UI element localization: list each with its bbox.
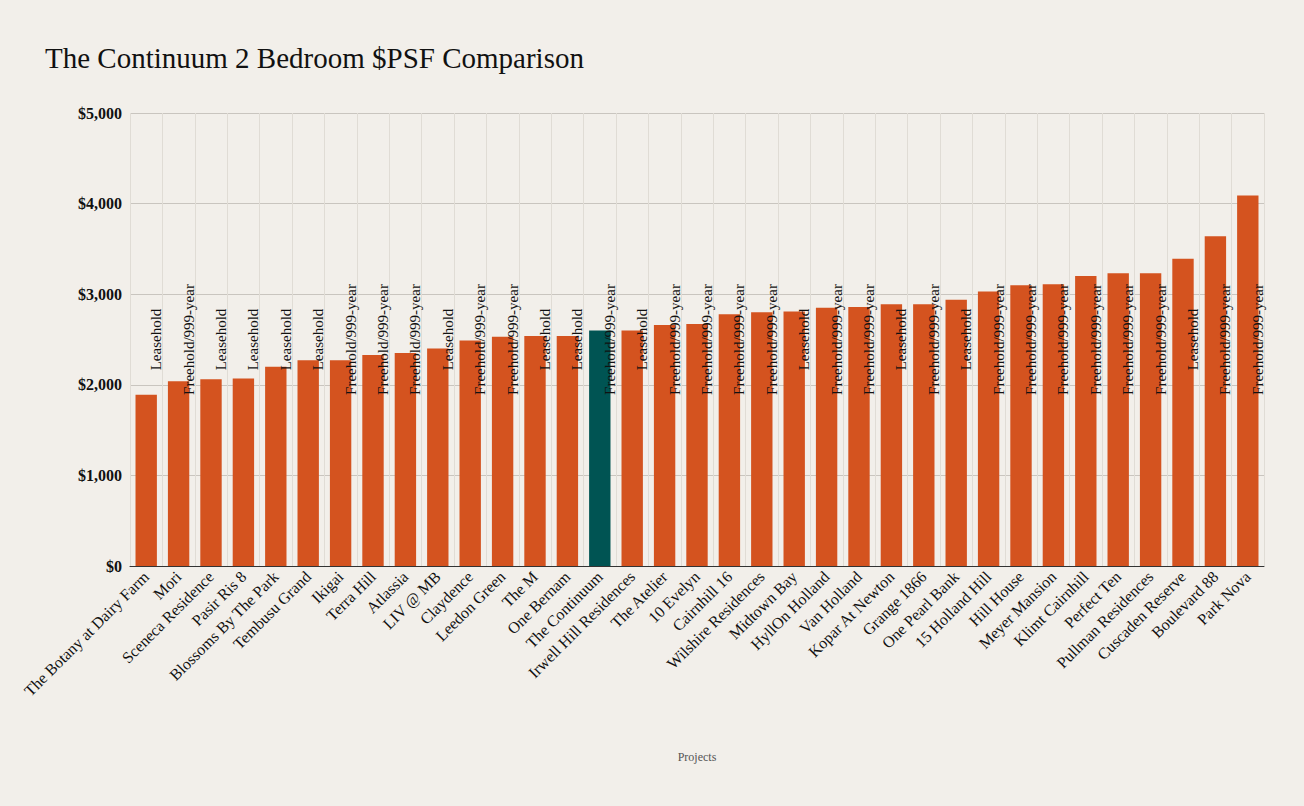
svg-text:Leasehold: Leasehold (569, 308, 585, 370)
svg-text:Freehold/999-year: Freehold/999-year (1250, 284, 1266, 395)
svg-text:Leasehold: Leasehold (537, 308, 553, 370)
svg-text:The Atelier: The Atelier (607, 568, 671, 632)
svg-text:Freehold/999-year: Freehold/999-year (505, 284, 521, 395)
svg-text:$5,000: $5,000 (78, 105, 122, 122)
svg-text:Freehold/999-year: Freehold/999-year (407, 284, 423, 395)
svg-text:Ikigai: Ikigai (308, 568, 347, 607)
svg-text:Freehold/999-year: Freehold/999-year (1055, 284, 1071, 395)
svg-text:Leasehold: Leasehold (634, 308, 650, 370)
svg-text:Leasehold: Leasehold (245, 308, 261, 370)
svg-text:The Continuum 2 Bedroom $PSF C: The Continuum 2 Bedroom $PSF Comparison (45, 42, 584, 74)
svg-text:Freehold/999-year: Freehold/999-year (1023, 284, 1039, 395)
svg-text:Freehold/999-year: Freehold/999-year (375, 284, 391, 395)
svg-text:Grange 1866: Grange 1866 (859, 568, 930, 639)
svg-text:Freehold/999-year: Freehold/999-year (1153, 284, 1169, 395)
svg-text:Tembusu Grand: Tembusu Grand (230, 568, 314, 652)
svg-text:LIV @ MB: LIV @ MB (379, 568, 444, 633)
svg-text:Wilshire Residences: Wilshire Residences (663, 568, 768, 673)
svg-text:The Continuum: The Continuum (522, 568, 606, 652)
svg-text:Leasehold: Leasehold (148, 308, 164, 370)
svg-text:Freehold/999-year: Freehold/999-year (667, 284, 683, 395)
svg-text:Freehold/999-year: Freehold/999-year (472, 284, 488, 395)
svg-text:Freehold/999-year: Freehold/999-year (699, 284, 715, 395)
svg-text:Leasehold: Leasehold (958, 308, 974, 370)
svg-text:$0: $0 (106, 558, 122, 575)
svg-text:Klimt Cairnhill: Klimt Cairnhill (1010, 568, 1092, 650)
svg-text:Freehold/999-year: Freehold/999-year (764, 284, 780, 395)
svg-text:Boulevard 88: Boulevard 88 (1148, 568, 1222, 642)
svg-text:10 Evelyn: 10 Evelyn (644, 568, 703, 627)
svg-text:Cuscaden Reserve: Cuscaden Reserve (1093, 568, 1189, 664)
svg-text:$2,000: $2,000 (78, 376, 122, 393)
svg-text:One Pearl Bank: One Pearl Bank (878, 568, 963, 652)
svg-text:$1,000: $1,000 (78, 467, 122, 484)
svg-text:$3,000: $3,000 (78, 286, 122, 303)
svg-text:The Botany at Dairy Farm: The Botany at Dairy Farm (21, 568, 153, 700)
svg-text:Sceneca Residence: Sceneca Residence (118, 568, 217, 667)
svg-text:Freehold/999-year: Freehold/999-year (343, 284, 359, 395)
svg-text:Hill House: Hill House (965, 568, 1027, 630)
svg-text:Blossoms By The Park: Blossoms By The Park (166, 568, 282, 684)
svg-text:One Bernam: One Bernam (503, 568, 574, 638)
svg-text:15 Holland Hill: 15 Holland Hill (911, 568, 995, 651)
svg-text:Pasir Ris 8: Pasir Ris 8 (188, 568, 250, 629)
svg-text:Freehold/999-year: Freehold/999-year (181, 284, 197, 395)
svg-text:Midtown Bay: Midtown Bay (725, 568, 801, 643)
svg-text:Terra Hill: Terra Hill (322, 568, 379, 625)
svg-text:Leasehold: Leasehold (796, 308, 812, 370)
svg-text:Leasehold: Leasehold (278, 308, 294, 370)
svg-text:Leasehold: Leasehold (310, 308, 326, 370)
svg-text:Mori: Mori (150, 568, 185, 603)
svg-text:Freehold/999-year: Freehold/999-year (991, 284, 1007, 395)
svg-text:Meyer Mansion: Meyer Mansion (975, 568, 1060, 652)
svg-text:Freehold/999-year: Freehold/999-year (926, 284, 942, 395)
svg-text:Kopar At Newton: Kopar At Newton (805, 568, 898, 661)
svg-text:$4,000: $4,000 (78, 195, 122, 212)
svg-text:Park Nova: Park Nova (1194, 568, 1254, 628)
svg-text:Claydence: Claydence (416, 568, 477, 628)
svg-text:Perfect Ten: Perfect Ten (1060, 568, 1125, 632)
svg-text:The M: The M (498, 568, 541, 611)
svg-text:Freehold/999-year: Freehold/999-year (731, 284, 747, 395)
svg-text:Leasehold: Leasehold (893, 308, 909, 370)
svg-text:Leasehold: Leasehold (440, 308, 456, 370)
svg-text:Freehold/999-year: Freehold/999-year (861, 284, 877, 395)
svg-text:Freehold/999-year: Freehold/999-year (1120, 284, 1136, 395)
svg-text:Freehold/999-year: Freehold/999-year (829, 284, 845, 395)
svg-text:Atlassia: Atlassia (363, 568, 412, 617)
svg-text:Freehold/999-year: Freehold/999-year (1217, 284, 1233, 395)
svg-text:Irwell Hill Residences: Irwell Hill Residences (525, 568, 639, 682)
svg-text:Freehold/999-year: Freehold/999-year (602, 284, 618, 395)
svg-text:Van Holland: Van Holland (796, 568, 865, 637)
svg-text:Pullman Residences: Pullman Residences (1053, 568, 1157, 672)
svg-text:Leasehold: Leasehold (1185, 308, 1201, 370)
svg-text:Cairnhill 16: Cairnhill 16 (669, 568, 736, 635)
svg-text:Leasehold: Leasehold (213, 308, 229, 370)
svg-text:Freehold/999-year: Freehold/999-year (1088, 284, 1104, 395)
svg-text:Leedon Green: Leedon Green (432, 568, 508, 644)
svg-text:HyllOn Holland: HyllOn Holland (747, 568, 833, 654)
svg-text:Projects: Projects (678, 750, 717, 764)
